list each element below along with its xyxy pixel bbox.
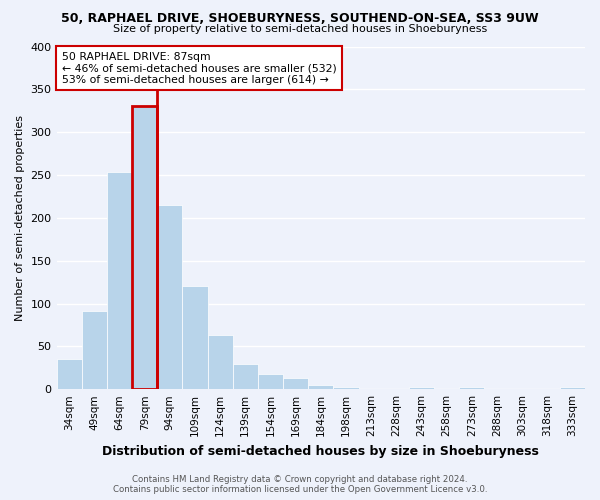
- Bar: [409, 388, 434, 389]
- Text: Contains HM Land Registry data © Crown copyright and database right 2024.
Contai: Contains HM Land Registry data © Crown c…: [113, 474, 487, 494]
- Text: 50 RAPHAEL DRIVE: 87sqm
← 46% of semi-detached houses are smaller (532)
53% of s: 50 RAPHAEL DRIVE: 87sqm ← 46% of semi-de…: [62, 52, 337, 85]
- Text: 50, RAPHAEL DRIVE, SHOEBURYNESS, SOUTHEND-ON-SEA, SS3 9UW: 50, RAPHAEL DRIVE, SHOEBURYNESS, SOUTHEN…: [61, 12, 539, 26]
- Bar: [157, 205, 182, 389]
- Bar: [308, 385, 334, 389]
- Bar: [182, 286, 208, 389]
- Bar: [56, 359, 82, 389]
- Bar: [334, 386, 359, 389]
- Bar: [107, 172, 132, 389]
- Text: Size of property relative to semi-detached houses in Shoeburyness: Size of property relative to semi-detach…: [113, 24, 487, 34]
- Bar: [283, 378, 308, 389]
- Bar: [258, 374, 283, 389]
- X-axis label: Distribution of semi-detached houses by size in Shoeburyness: Distribution of semi-detached houses by …: [103, 444, 539, 458]
- Bar: [82, 311, 107, 389]
- Bar: [459, 388, 484, 389]
- Bar: [208, 335, 233, 389]
- Bar: [560, 386, 585, 389]
- Y-axis label: Number of semi-detached properties: Number of semi-detached properties: [15, 115, 25, 321]
- Bar: [132, 106, 157, 389]
- Bar: [233, 364, 258, 389]
